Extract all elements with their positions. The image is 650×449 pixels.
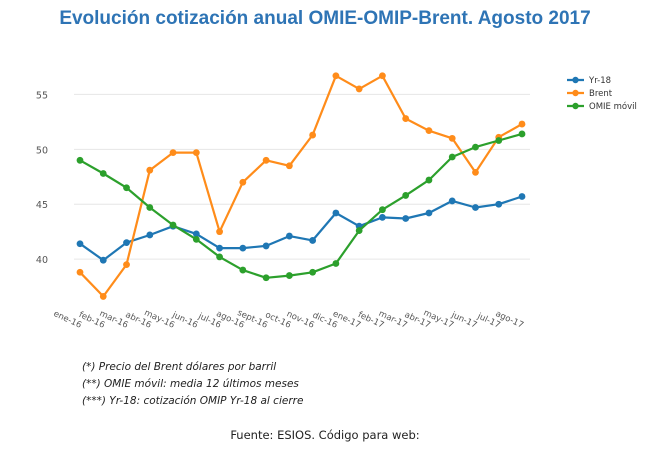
- legend-label: OMIE móvil: [589, 101, 637, 112]
- legend-marker: [572, 102, 579, 110]
- y-tick-label: 45: [36, 200, 48, 211]
- y-tick-label: 55: [36, 90, 48, 101]
- data-point: [99, 293, 107, 300]
- data-point: [448, 153, 456, 161]
- source-note: Fuente: ESIOS. Código para web:: [230, 428, 420, 442]
- y-axis: 40 45 50 55: [36, 90, 48, 266]
- x-tick-label: jun-16: [170, 310, 200, 331]
- footnote-brent: (*) Precio del Brent dólares por barril: [82, 361, 277, 373]
- data-point: [123, 184, 130, 192]
- data-point: [192, 230, 200, 238]
- data-point: [379, 213, 386, 221]
- data-point: [239, 178, 247, 186]
- data-point: [239, 266, 247, 274]
- series-line-1: [79, 74, 523, 298]
- data-point: [402, 192, 410, 199]
- data-point: [448, 197, 456, 205]
- data-point: [425, 209, 433, 217]
- data-point: [192, 235, 200, 243]
- data-point: [169, 149, 177, 157]
- data-point: [76, 240, 84, 248]
- data-point: [285, 272, 293, 279]
- data-point: [146, 231, 154, 239]
- x-axis: ene-16feb-16mar-16abr-16may-16jun-16jul-…: [52, 308, 525, 331]
- data-point: [123, 261, 130, 268]
- data-point: [309, 237, 317, 244]
- series-line-0: [79, 195, 523, 262]
- legend-marker: [572, 89, 579, 97]
- data-point: [146, 166, 154, 174]
- data-point: [76, 156, 84, 164]
- data-point: [472, 204, 479, 211]
- data-point: [472, 168, 479, 176]
- data-point: [239, 244, 247, 252]
- series-group: [76, 72, 526, 300]
- footnote-yr18: (***) Yr-18: cotización OMIP Yr-18 al ci…: [82, 395, 304, 407]
- data-point: [472, 143, 479, 151]
- data-point: [262, 274, 270, 282]
- data-point: [99, 170, 107, 177]
- data-point: [192, 149, 200, 157]
- data-point: [285, 162, 293, 170]
- data-point: [216, 228, 223, 236]
- data-point: [76, 268, 84, 276]
- data-point: [379, 206, 386, 214]
- footnote-omie: (**) OMIE móvil: media 12 últimos meses: [82, 378, 299, 390]
- x-tick-label: ene-16: [52, 309, 83, 331]
- data-point: [379, 72, 386, 80]
- data-point: [518, 193, 526, 200]
- series-line-2: [79, 132, 523, 279]
- legend-label: Brent: [589, 89, 613, 99]
- data-point: [448, 134, 456, 142]
- data-point: [285, 232, 293, 240]
- legend-marker: [572, 76, 579, 84]
- data-point: [332, 72, 340, 80]
- chart-title: Evolución cotización anual OMIE-OMIP-Bre…: [59, 8, 591, 29]
- gridlines: [74, 93, 530, 260]
- data-point: [495, 137, 503, 144]
- data-point: [355, 85, 363, 93]
- data-point: [99, 256, 107, 264]
- data-point: [216, 253, 223, 261]
- data-point: [402, 115, 410, 122]
- data-point: [425, 127, 433, 135]
- data-point: [123, 239, 130, 247]
- data-point: [425, 176, 433, 184]
- y-tick-label: 40: [36, 255, 48, 266]
- data-point: [309, 131, 317, 139]
- footnotes: (*) Precio del Brent dólares por barril …: [82, 359, 303, 410]
- data-point: [146, 204, 154, 211]
- data-point: [518, 130, 526, 138]
- data-point: [262, 156, 270, 164]
- x-tick-label: jun-17: [449, 310, 479, 331]
- data-point: [332, 209, 340, 217]
- data-point: [332, 260, 340, 267]
- legend: Yr-18 Brent OMIE móvil: [567, 76, 637, 112]
- data-point: [518, 120, 526, 128]
- legend-label: Yr-18: [588, 76, 611, 86]
- data-point: [495, 200, 503, 208]
- data-point: [169, 221, 177, 229]
- y-tick-label: 50: [36, 145, 48, 156]
- data-point: [262, 242, 270, 250]
- data-point: [309, 268, 317, 276]
- data-point: [402, 215, 410, 222]
- data-point: [216, 244, 223, 252]
- data-point: [355, 227, 363, 234]
